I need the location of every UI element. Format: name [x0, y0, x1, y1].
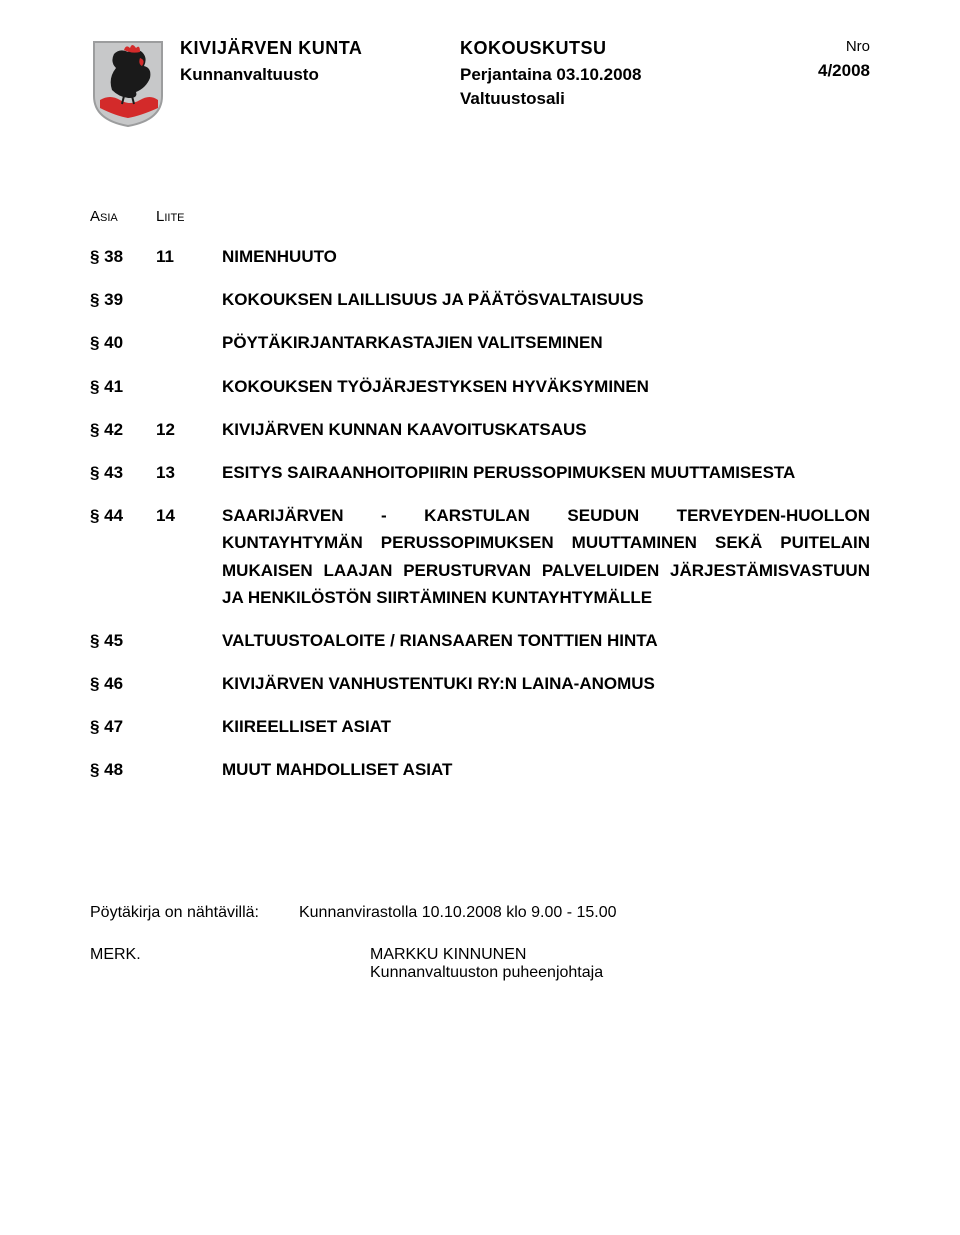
item-number: § 40	[90, 329, 156, 356]
item-attachment	[156, 329, 222, 356]
body-name: Kunnanvaltuusto	[180, 65, 420, 85]
agenda-item: § 42 12 KIVIJÄRVEN KUNNAN KAAVOITUSKATSA…	[90, 416, 870, 443]
item-title: MUUT MAHDOLLISET ASIAT	[222, 756, 870, 783]
item-attachment	[156, 627, 222, 654]
item-attachment	[156, 756, 222, 783]
item-number: § 48	[90, 756, 156, 783]
room: Valtuustosali	[460, 89, 750, 109]
item-title: SAARIJÄRVEN - KARSTULAN SEUDUN TERVEYDEN…	[222, 502, 870, 611]
item-number: § 44	[90, 502, 156, 611]
item-title: NIMENHUUTO	[222, 243, 870, 270]
document-footer: Pöytäkirja on nähtävillä: Kunnanvirastol…	[90, 904, 870, 982]
item-number: § 41	[90, 373, 156, 400]
doc-type: KOKOUSKUTSU	[460, 38, 750, 59]
header-left-col: KIVIJÄRVEN KUNTA Kunnanvaltuusto	[180, 38, 420, 109]
agenda-item: § 38 11 NIMENHUUTO	[90, 243, 870, 270]
item-title: ESITYS SAIRAANHOITOPIIRIN PERUSSOPIMUKSE…	[222, 459, 870, 486]
municipality-crest-icon	[90, 38, 166, 128]
item-title: KIIREELLISET ASIAT	[222, 713, 870, 740]
item-attachment	[156, 713, 222, 740]
header-columns: KIVIJÄRVEN KUNTA Kunnanvaltuusto KOKOUSK…	[180, 38, 870, 109]
header-right-col: Nro 4/2008	[790, 38, 870, 109]
agenda-item: § 39 KOKOUKSEN LAILLISUUS JA PÄÄTÖSVALTA…	[90, 286, 870, 313]
agenda-item: § 46 KIVIJÄRVEN VANHUSTENTUKI RY:N LAINA…	[90, 670, 870, 697]
avail-label: Pöytäkirja on nähtävillä:	[90, 904, 259, 922]
item-attachment	[156, 670, 222, 697]
item-number: § 38	[90, 243, 156, 270]
item-number: § 45	[90, 627, 156, 654]
footer-availability: Pöytäkirja on nähtävillä: Kunnanvirastol…	[90, 904, 870, 922]
item-attachment: 12	[156, 416, 222, 443]
item-title: KIVIJÄRVEN VANHUSTENTUKI RY:N LAINA-ANOM…	[222, 670, 870, 697]
item-attachment: 11	[156, 243, 222, 270]
col-liite-head: Liite	[156, 208, 222, 225]
agenda-item: § 48 MUUT MAHDOLLISET ASIAT	[90, 756, 870, 783]
agenda-item: § 45 VALTUUSTOALOITE / RIANSAAREN TONTTI…	[90, 627, 870, 654]
item-attachment	[156, 373, 222, 400]
signer-name: MARKKU KINNUNEN	[370, 946, 870, 964]
agenda-item: § 41 KOKOUKSEN TYÖJÄRJESTYKSEN HYVÄKSYMI…	[90, 373, 870, 400]
item-number: § 43	[90, 459, 156, 486]
document-header: KIVIJÄRVEN KUNTA Kunnanvaltuusto KOKOUSK…	[90, 38, 870, 128]
item-number: § 42	[90, 416, 156, 443]
item-attachment: 13	[156, 459, 222, 486]
agenda-section: Asia Liite § 38 11 NIMENHUUTO § 39 KOKOU…	[90, 208, 870, 784]
item-attachment: 14	[156, 502, 222, 611]
agenda-item: § 44 14 SAARIJÄRVEN - KARSTULAN SEUDUN T…	[90, 502, 870, 611]
item-number: § 47	[90, 713, 156, 740]
item-title: KIVIJÄRVEN KUNNAN KAAVOITUSKATSAUS	[222, 416, 870, 443]
nro-label: Nro	[790, 38, 870, 55]
header-mid-col: KOKOUSKUTSU Perjantaina 03.10.2008 Valtu…	[460, 38, 750, 109]
merk-label: MERK.	[90, 946, 370, 964]
item-title: VALTUUSTOALOITE / RIANSAAREN TONTTIEN HI…	[222, 627, 870, 654]
item-number: § 39	[90, 286, 156, 313]
agenda-item: § 40 PÖYTÄKIRJANTARKASTAJIEN VALITSEMINE…	[90, 329, 870, 356]
item-title: PÖYTÄKIRJANTARKASTAJIEN VALITSEMINEN	[222, 329, 870, 356]
org-name: KIVIJÄRVEN KUNTA	[180, 38, 420, 59]
agenda-item: § 43 13 ESITYS SAIRAANHOITOPIIRIN PERUSS…	[90, 459, 870, 486]
date-line: Perjantaina 03.10.2008	[460, 65, 750, 85]
item-title: KOKOUKSEN TYÖJÄRJESTYKSEN HYVÄKSYMINEN	[222, 373, 870, 400]
item-title: KOKOUKSEN LAILLISUUS JA PÄÄTÖSVALTAISUUS	[222, 286, 870, 313]
item-attachment	[156, 286, 222, 313]
issue-number: 4/2008	[790, 61, 870, 81]
item-number: § 46	[90, 670, 156, 697]
agenda-head-row: Asia Liite	[90, 208, 870, 225]
col-asia-head: Asia	[90, 208, 156, 225]
footer-signature: MERK. MARKKU KINNUNEN	[90, 946, 870, 964]
avail-value: Kunnanvirastolla 10.10.2008 klo 9.00 - 1…	[299, 904, 617, 922]
agenda-item: § 47 KIIREELLISET ASIAT	[90, 713, 870, 740]
signer-title: Kunnanvaltuuston puheenjohtaja	[370, 964, 870, 982]
